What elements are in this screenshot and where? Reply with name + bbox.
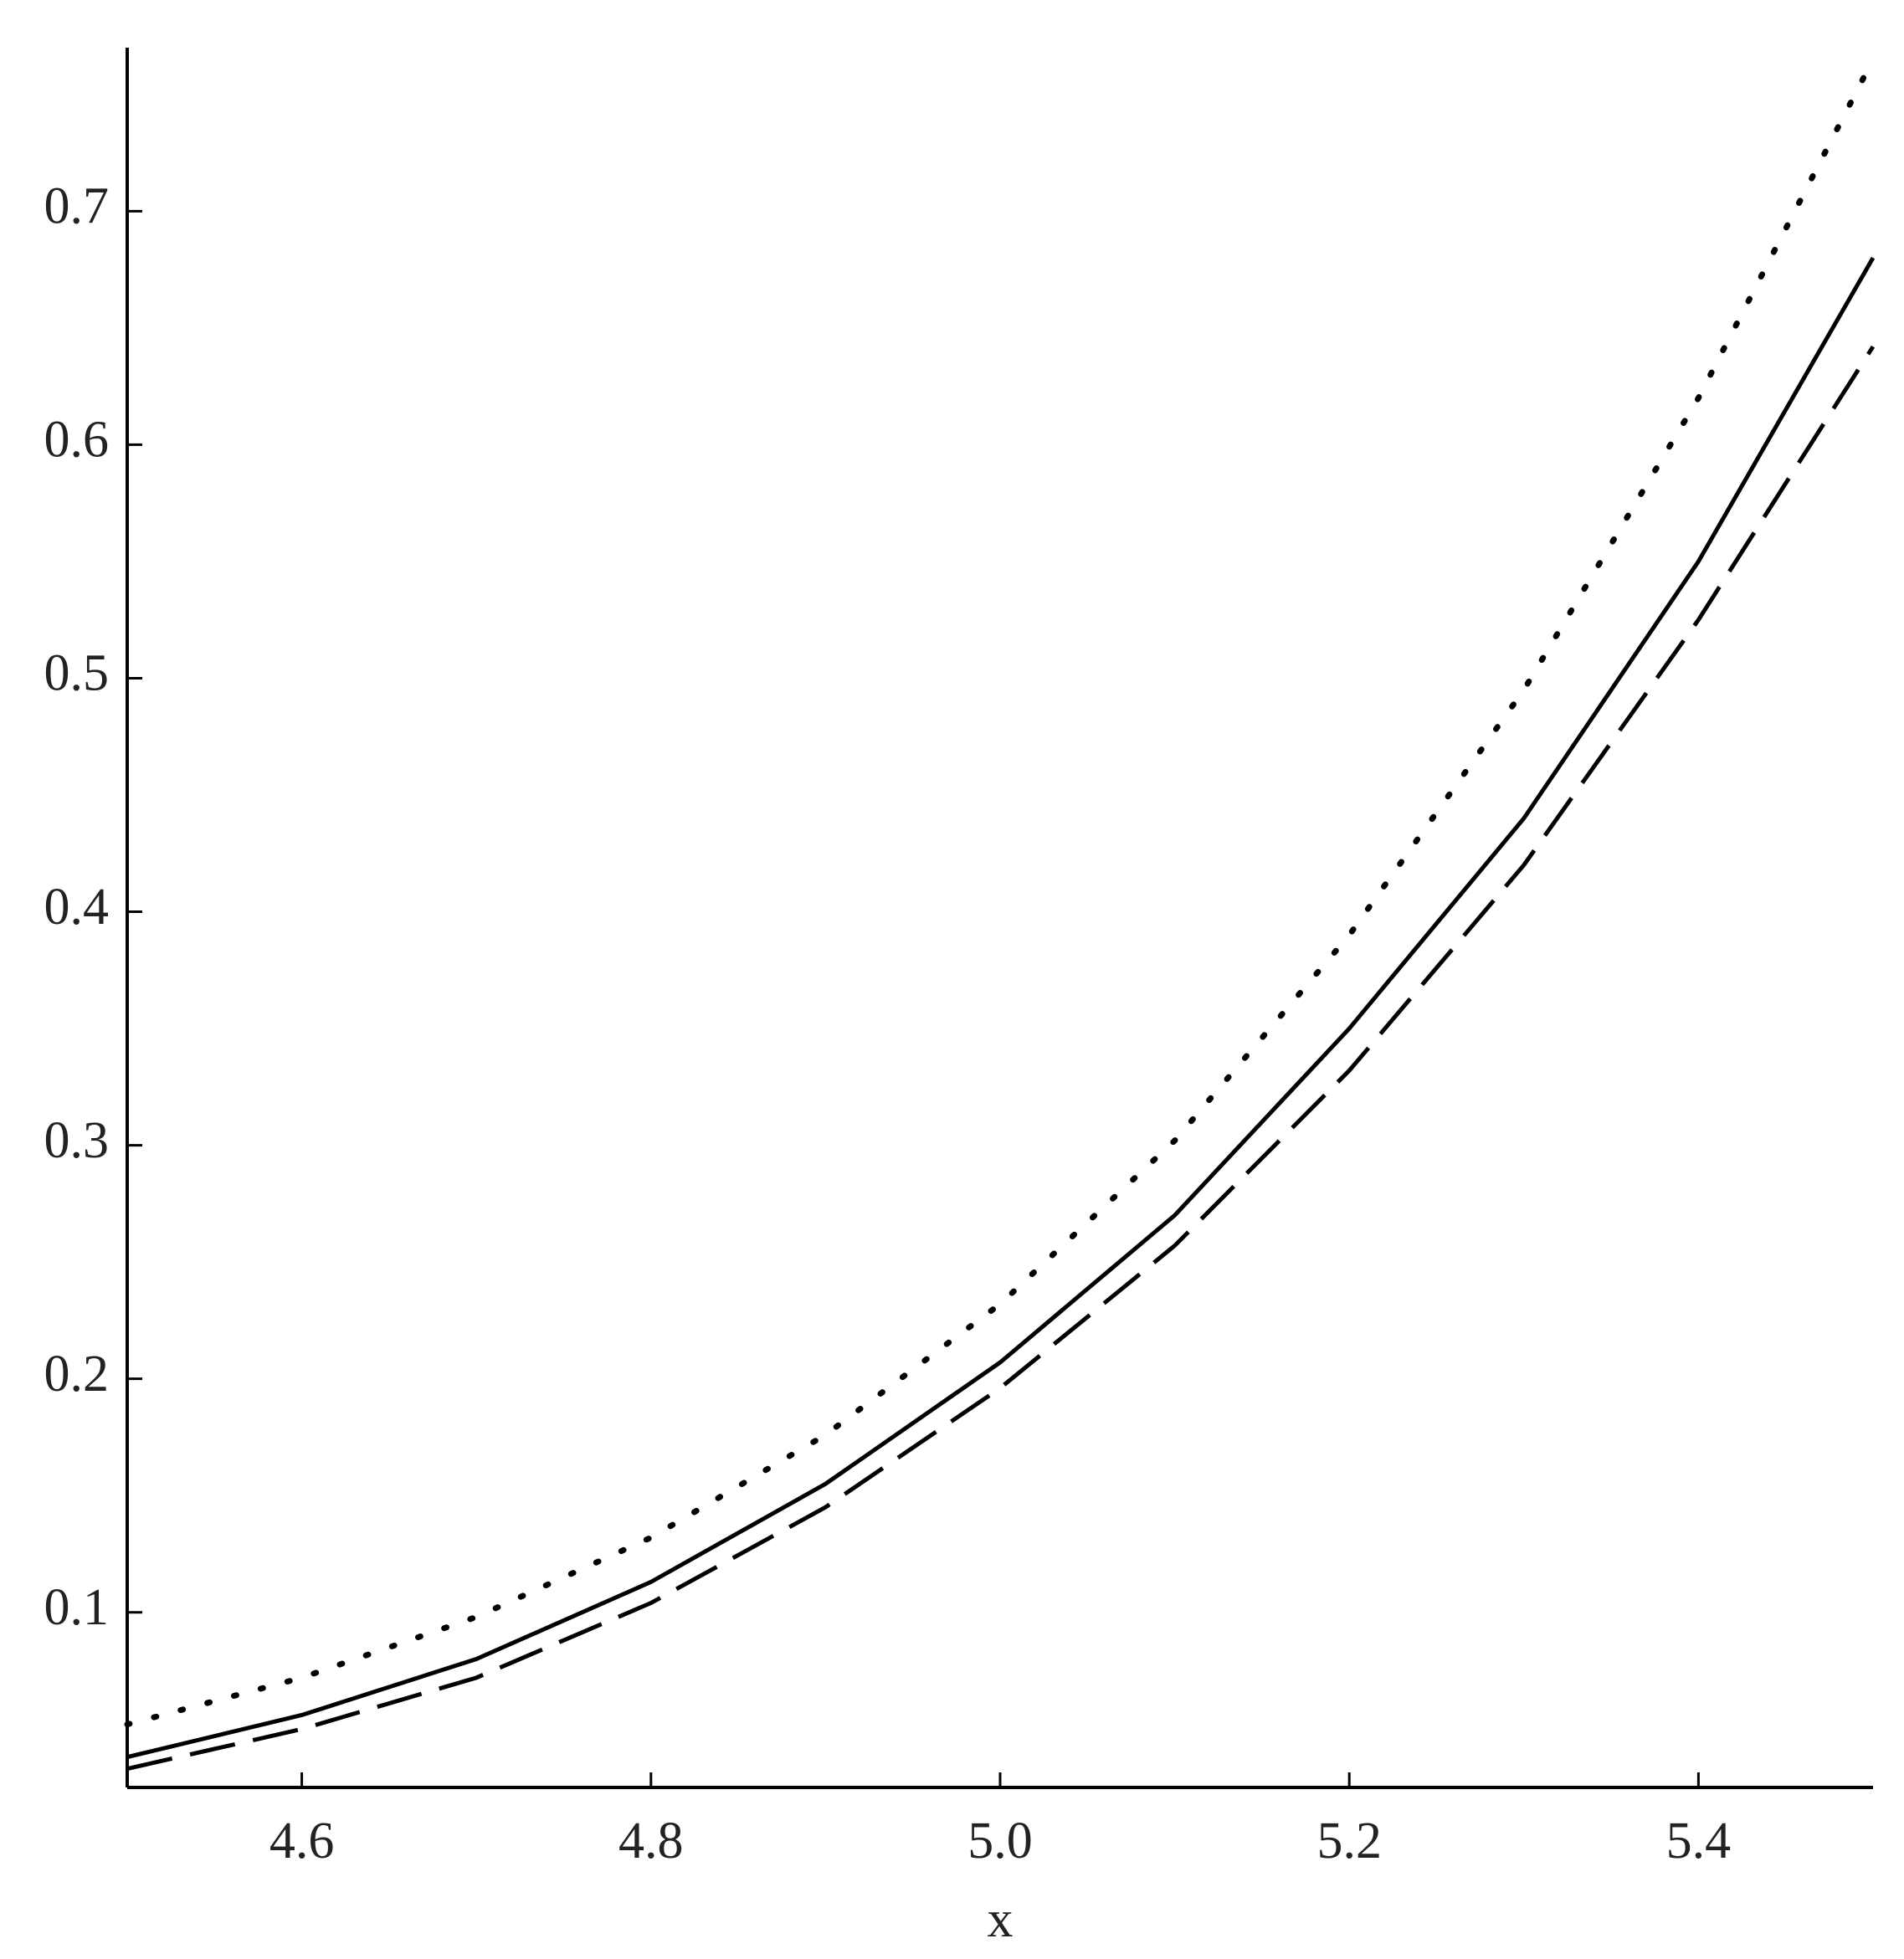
x-axis-label: x [988, 1891, 1014, 1948]
line-series [126, 345, 1876, 1772]
line-series [126, 256, 1876, 1760]
x-tick-label: 4.8 [618, 1813, 684, 1869]
x-tick-label: 5.4 [1666, 1813, 1732, 1869]
y-tick-label: 0.7 [44, 178, 110, 235]
y-tick-label: 0.2 [44, 1346, 110, 1403]
y-tick-label: 0.4 [44, 879, 110, 936]
y-tick-label: 0.3 [44, 1112, 110, 1169]
x-tick-label: 4.6 [269, 1813, 335, 1869]
x-tick-label: 5.2 [1316, 1813, 1382, 1869]
line-series [124, 56, 1876, 1728]
y-tick-label: 0.5 [44, 645, 110, 702]
y-tick-label: 0.6 [44, 412, 110, 469]
x-tick-label: 5.0 [967, 1813, 1033, 1869]
y-tick-label: 0.1 [44, 1579, 110, 1636]
